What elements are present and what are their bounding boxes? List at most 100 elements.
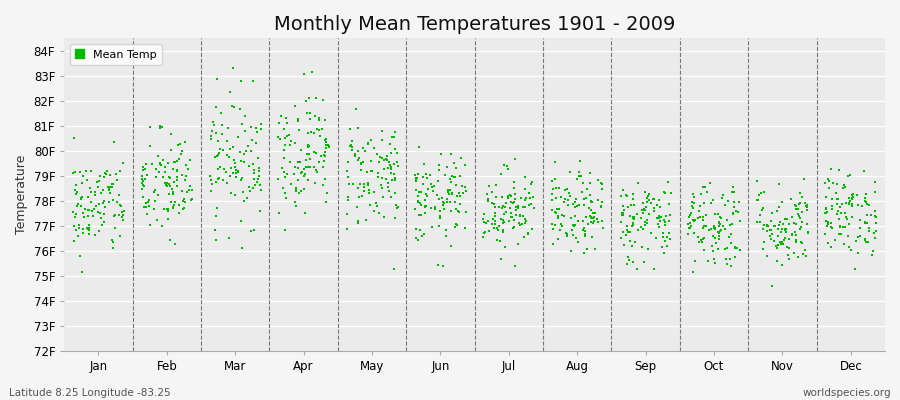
Point [229, 163, 243, 170]
Point [73, 195, 87, 201]
Point [554, 226, 568, 233]
Point [544, 178, 559, 184]
Point [233, 148, 248, 155]
Point [317, 158, 331, 164]
Point [481, 218, 495, 224]
Point [248, 182, 262, 188]
Point [204, 136, 219, 142]
Point [652, 197, 667, 203]
Point [715, 195, 729, 201]
Point [545, 197, 560, 203]
Point [294, 170, 309, 176]
Point [223, 190, 238, 196]
Point [302, 110, 317, 117]
Point [832, 167, 846, 174]
Point [779, 228, 794, 235]
Point [409, 235, 423, 242]
Point [714, 227, 728, 234]
Point [481, 197, 495, 203]
Point [412, 189, 427, 196]
Point [114, 209, 129, 216]
Point [775, 239, 789, 245]
Point [67, 238, 81, 244]
Point [496, 219, 510, 226]
Point [586, 218, 600, 224]
Point [85, 168, 99, 174]
Point [818, 206, 832, 212]
Point [657, 217, 671, 223]
Point [552, 184, 566, 191]
Point [717, 226, 732, 233]
Point [422, 172, 436, 178]
Point [630, 211, 644, 217]
Point [305, 69, 320, 75]
Point [696, 236, 710, 242]
Point [565, 222, 580, 228]
Point [850, 233, 865, 240]
Point [159, 180, 174, 186]
Point [868, 213, 882, 219]
Point [227, 104, 241, 110]
Point [183, 156, 197, 163]
Point [642, 197, 656, 203]
Point [615, 210, 629, 217]
Point [781, 252, 796, 258]
Point [774, 241, 788, 247]
Point [482, 228, 496, 234]
Point [846, 194, 860, 200]
Point [687, 230, 701, 236]
Point [576, 180, 590, 186]
Point [501, 195, 516, 202]
Point [379, 155, 393, 162]
Point [175, 171, 189, 178]
Point [241, 142, 256, 149]
Point [623, 238, 637, 245]
Point [825, 202, 840, 209]
Point [136, 166, 150, 173]
Point [91, 209, 105, 215]
Point [251, 173, 266, 179]
Point [291, 165, 305, 171]
Point [584, 198, 598, 205]
Point [652, 223, 666, 230]
Point [703, 180, 717, 187]
Point [203, 187, 218, 194]
Point [307, 164, 321, 170]
Point [166, 205, 181, 211]
Point [616, 187, 630, 194]
Point [416, 181, 430, 188]
Point [684, 223, 698, 230]
Point [254, 126, 268, 132]
Point [90, 179, 104, 186]
Point [282, 132, 296, 138]
Point [101, 184, 115, 190]
Point [760, 227, 774, 234]
Point [822, 178, 836, 184]
Point [138, 176, 152, 182]
Point [345, 147, 359, 153]
Point [868, 208, 882, 214]
Point [488, 210, 502, 216]
Point [594, 181, 608, 187]
Point [687, 194, 701, 200]
Point [247, 226, 261, 233]
Point [88, 232, 103, 238]
Point [164, 131, 178, 138]
Point [683, 220, 698, 226]
Point [160, 159, 175, 166]
Point [449, 181, 464, 188]
Point [550, 213, 564, 219]
Point [380, 156, 394, 163]
Point [818, 210, 832, 216]
Point [830, 196, 844, 202]
Point [136, 183, 150, 190]
Point [727, 204, 742, 211]
Point [835, 201, 850, 208]
Point [725, 188, 740, 195]
Point [522, 190, 536, 196]
Point [341, 159, 356, 166]
Legend: Mean Temp: Mean Temp [70, 44, 162, 65]
Point [750, 178, 764, 184]
Point [457, 225, 472, 232]
Point [763, 226, 778, 233]
